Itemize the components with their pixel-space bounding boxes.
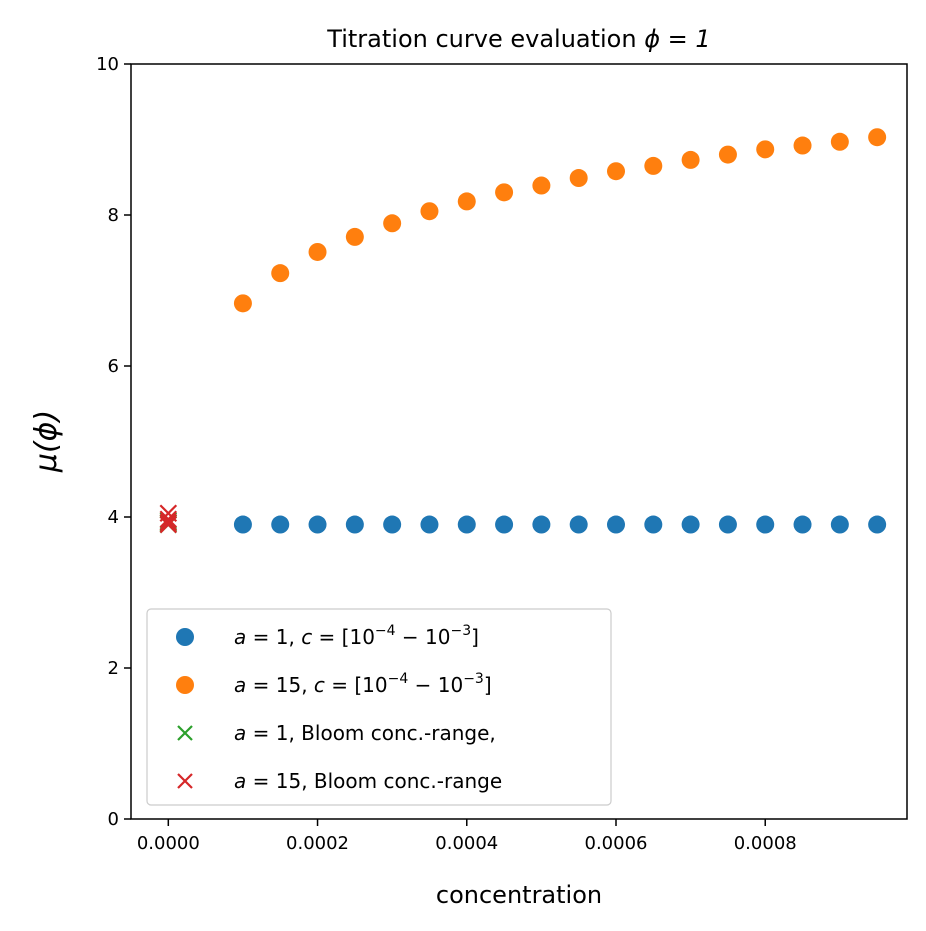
- data-point: [345, 515, 364, 534]
- y-tick-label: 8: [108, 205, 119, 226]
- y-axis-label: μ(ϕ): [29, 410, 64, 473]
- data-point: [681, 515, 700, 534]
- y-tick-label: 4: [108, 507, 119, 528]
- legend-marker: [177, 725, 193, 741]
- data-marks: [159, 128, 887, 534]
- x-tick-label: 0.0008: [734, 833, 797, 854]
- y-tick-label: 0: [108, 809, 119, 830]
- legend-marker: [176, 676, 194, 694]
- legend-marker: [177, 773, 193, 789]
- data-point: [681, 150, 700, 169]
- data-point: [495, 515, 514, 534]
- series-1: [233, 515, 887, 534]
- plot-area: [130, 63, 908, 820]
- data-point: [383, 214, 402, 233]
- x-tick-label: 0.0000: [137, 833, 200, 854]
- legend-marker: [176, 628, 194, 646]
- data-point-x: [159, 504, 178, 523]
- data-point: [756, 515, 775, 534]
- data-point: [457, 192, 476, 211]
- data-point: [644, 515, 663, 534]
- x-axis-label: concentration: [436, 881, 602, 909]
- data-point: [308, 515, 327, 534]
- y-axis: 0 2 4 6 8 10: [96, 54, 131, 830]
- data-point: [457, 515, 476, 534]
- data-point: [532, 515, 551, 534]
- data-point: [718, 515, 737, 534]
- data-point: [569, 169, 588, 188]
- data-point: [233, 294, 252, 313]
- x-tick-label: 0.0004: [435, 833, 498, 854]
- y-tick-label: 10: [96, 54, 119, 75]
- data-point: [718, 145, 737, 164]
- series-2: [233, 128, 887, 313]
- data-point: [868, 128, 887, 147]
- chart-title: Titration curve evaluation ϕ = 1: [326, 25, 710, 53]
- data-point: [569, 515, 588, 534]
- data-point: [420, 202, 439, 221]
- data-point: [271, 264, 290, 283]
- data-point: [233, 515, 252, 534]
- x-axis: 0.0000 0.0002 0.0004 0.0006 0.0008: [137, 819, 797, 854]
- legend: a = 1, c = [10−4 − 10−3] a = 15, c = [10−…: [146, 608, 612, 806]
- legend-box: [146, 608, 612, 806]
- data-point: [607, 162, 625, 181]
- data-point: [420, 515, 439, 534]
- x-tick-label: 0.0002: [286, 833, 349, 854]
- data-point: [830, 515, 849, 534]
- data-point: [644, 156, 663, 175]
- chart-title-math: ϕ = 1: [644, 25, 710, 53]
- data-point: [495, 183, 514, 202]
- data-point: [383, 515, 402, 534]
- data-point: [868, 515, 887, 534]
- legend-label: a = 15, Bloom conc.-range: [234, 769, 502, 793]
- data-point: [756, 140, 775, 159]
- chart-title-prefix: Titration curve evaluation: [326, 25, 644, 53]
- x-tick-label: 0.0006: [585, 833, 648, 854]
- legend-label: a = 15, c = [10−4 − 10−3]: [234, 671, 492, 697]
- data-point: [607, 515, 625, 534]
- data-point: [830, 132, 849, 151]
- data-point-x: [159, 510, 178, 529]
- data-point: [271, 515, 290, 534]
- legend-label: a = 1, c = [10−4 − 10−3]: [234, 623, 479, 649]
- data-point-x: [159, 513, 178, 532]
- data-point: [345, 227, 364, 246]
- y-tick-label: 2: [108, 658, 119, 679]
- series-4: [159, 504, 178, 534]
- y-tick-label: 6: [108, 356, 119, 377]
- data-point: [532, 176, 551, 195]
- data-point: [793, 136, 812, 155]
- data-point: [793, 515, 812, 534]
- data-point: [308, 242, 327, 261]
- legend-label: a = 1, Bloom conc.-range,: [234, 721, 496, 745]
